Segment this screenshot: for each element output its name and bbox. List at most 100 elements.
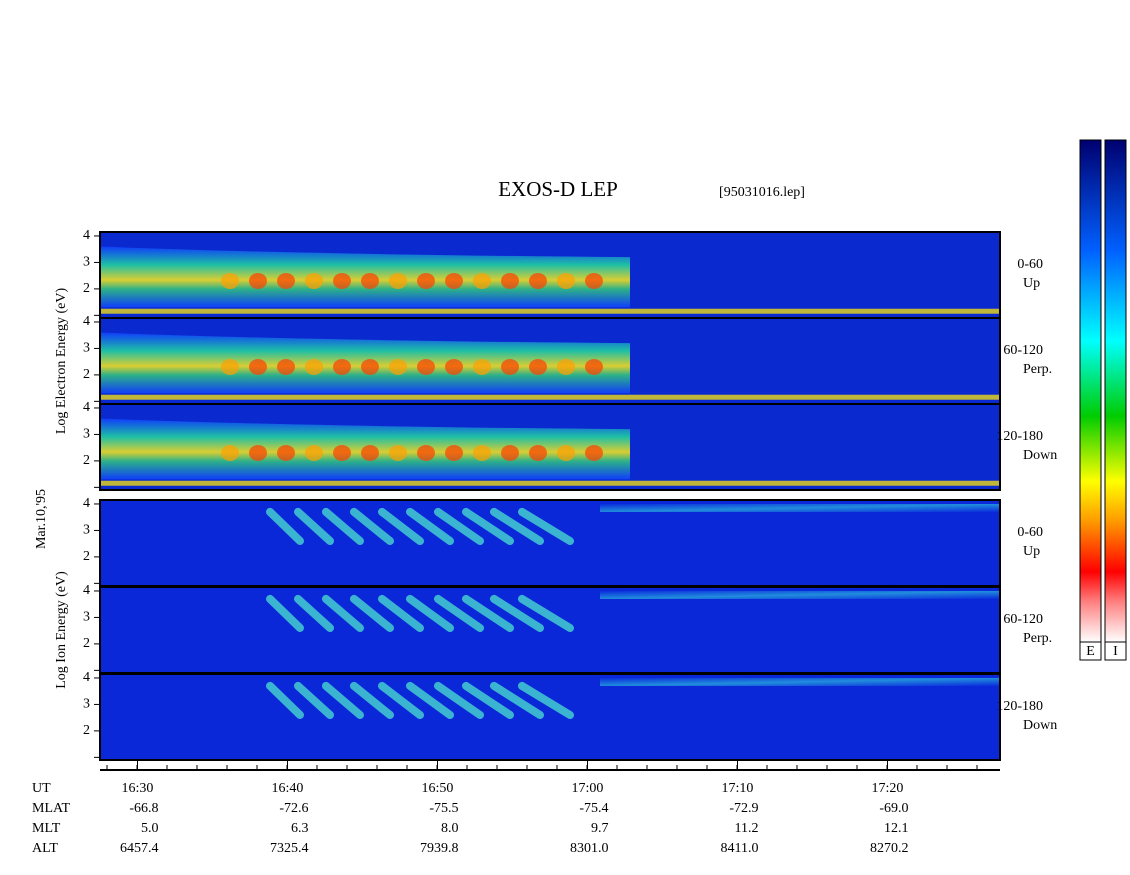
spectrogram-streak	[266, 594, 304, 633]
y-tick-label: 2	[83, 281, 90, 296]
spectrogram-blob	[473, 444, 491, 461]
spectrogram-streak	[378, 681, 424, 720]
orbit-value: 8270.2	[870, 841, 909, 856]
spectrogram-streak	[350, 594, 394, 633]
angle-label: 120-180	[996, 699, 1043, 714]
y-tick-label: 3	[83, 697, 90, 712]
spectrogram-streak	[462, 681, 514, 720]
spectrogram-streak	[294, 681, 334, 720]
spectrogram-blob	[389, 272, 407, 289]
date-label: Mar.10,'95	[34, 489, 49, 549]
spectrogram-streak	[518, 594, 574, 633]
spectrogram-streak	[434, 507, 484, 546]
y-tick-label: 3	[83, 427, 90, 442]
spectrogram-streak	[490, 507, 544, 546]
y-tick-label: 4	[83, 314, 90, 329]
spectrogram-line	[100, 394, 1000, 400]
spectrogram-blob	[417, 358, 435, 375]
spectrogram-bg	[100, 587, 1000, 673]
spectrogram-blob	[221, 358, 239, 375]
direction-label: Perp.	[1023, 362, 1052, 377]
title: EXOS-D LEP	[498, 177, 618, 201]
spectrogram-streak	[406, 681, 454, 720]
spectrogram-streak	[518, 507, 574, 546]
spectrogram-blob	[389, 444, 407, 461]
spectrogram-streak	[434, 594, 484, 633]
spectrogram-blob	[361, 444, 379, 461]
colorbar-label: I	[1113, 644, 1118, 659]
spectrogram-blob	[361, 272, 379, 289]
x-tick-label: 16:40	[272, 781, 304, 796]
angle-label: 60-120	[1003, 612, 1043, 627]
spectrogram-blob	[529, 358, 547, 375]
orbit-value: 8301.0	[570, 841, 609, 856]
orbit-value: 7325.4	[270, 841, 309, 856]
y-tick-label: 4	[83, 583, 90, 598]
angle-label: 60-120	[1003, 343, 1043, 358]
angle-label: 120-180	[996, 429, 1043, 444]
spectrogram-streak	[350, 681, 394, 720]
y-tick-label: 3	[83, 610, 90, 625]
spectrogram-blob	[389, 358, 407, 375]
colorbar	[1104, 139, 1127, 643]
y-tick-label: 2	[83, 453, 90, 468]
spectrogram-haze	[600, 677, 1000, 686]
spectrogram-blob	[305, 358, 323, 375]
spectrogram-blob	[445, 358, 463, 375]
spectrogram-blob	[445, 272, 463, 289]
orbit-value: 6.3	[291, 821, 309, 836]
direction-label: Up	[1023, 544, 1040, 559]
y-tick-label: 2	[83, 636, 90, 651]
x-tick-label: 16:50	[422, 781, 454, 796]
spectrogram-streak	[322, 594, 364, 633]
y-tick-label: 3	[83, 523, 90, 538]
spectrogram-haze	[600, 503, 1000, 512]
colorbar	[1079, 139, 1102, 643]
spectrogram-blob	[473, 358, 491, 375]
spectrogram-streak	[266, 681, 304, 720]
direction-label: Up	[1023, 276, 1040, 291]
spectrogram-streak	[266, 507, 304, 546]
y-tick-label: 4	[83, 496, 90, 511]
spectrogram-streak	[434, 681, 484, 720]
spectrogram-streak	[322, 681, 364, 720]
spectrogram-streak	[322, 507, 364, 546]
colorbar-label-box	[1104, 641, 1127, 661]
spectrogram-blob	[249, 444, 267, 461]
spectrogram-bg	[100, 674, 1000, 760]
spectrogram-blob	[529, 272, 547, 289]
y-tick-label: 3	[83, 255, 90, 270]
orbit-value: 11.2	[735, 821, 759, 836]
spectrogram-bg	[100, 500, 1000, 586]
orbit-value: -69.0	[879, 801, 908, 816]
spectrogram-streak	[378, 594, 424, 633]
spectrogram-blob	[417, 444, 435, 461]
spectrogram-blob	[445, 444, 463, 461]
spectrogram-blob	[501, 444, 519, 461]
y-tick-label: 2	[83, 367, 90, 382]
spectrogram-blob	[557, 444, 575, 461]
y-tick-label: 2	[83, 549, 90, 564]
spectrogram-line	[100, 308, 1000, 314]
spectrogram-streak	[462, 594, 514, 633]
orbit-value: 5.0	[141, 821, 159, 836]
spectrogram-streak	[518, 681, 574, 720]
y-tick-label: 4	[83, 400, 90, 415]
orbit-value: -72.6	[279, 801, 308, 816]
spectrogram-blob	[221, 272, 239, 289]
orbit-value: 12.1	[884, 821, 909, 836]
spectrogram-blob	[501, 272, 519, 289]
colorbar-label-box	[1079, 641, 1102, 661]
spectrogram-haze	[600, 590, 1000, 599]
spectrogram-line	[100, 480, 1000, 486]
orbit-value: 9.7	[591, 821, 609, 836]
spectrogram-streak	[406, 507, 454, 546]
spectrogram-streak	[350, 507, 394, 546]
y-tick-label: 3	[83, 341, 90, 356]
x-tick-label: 17:00	[572, 781, 604, 796]
spectrogram-blob	[333, 272, 351, 289]
group-label: Log Ion Energy (eV)	[54, 571, 69, 689]
orbit-value: -75.5	[429, 801, 458, 816]
spectrogram-blob	[361, 358, 379, 375]
spectrogram-blob	[249, 272, 267, 289]
